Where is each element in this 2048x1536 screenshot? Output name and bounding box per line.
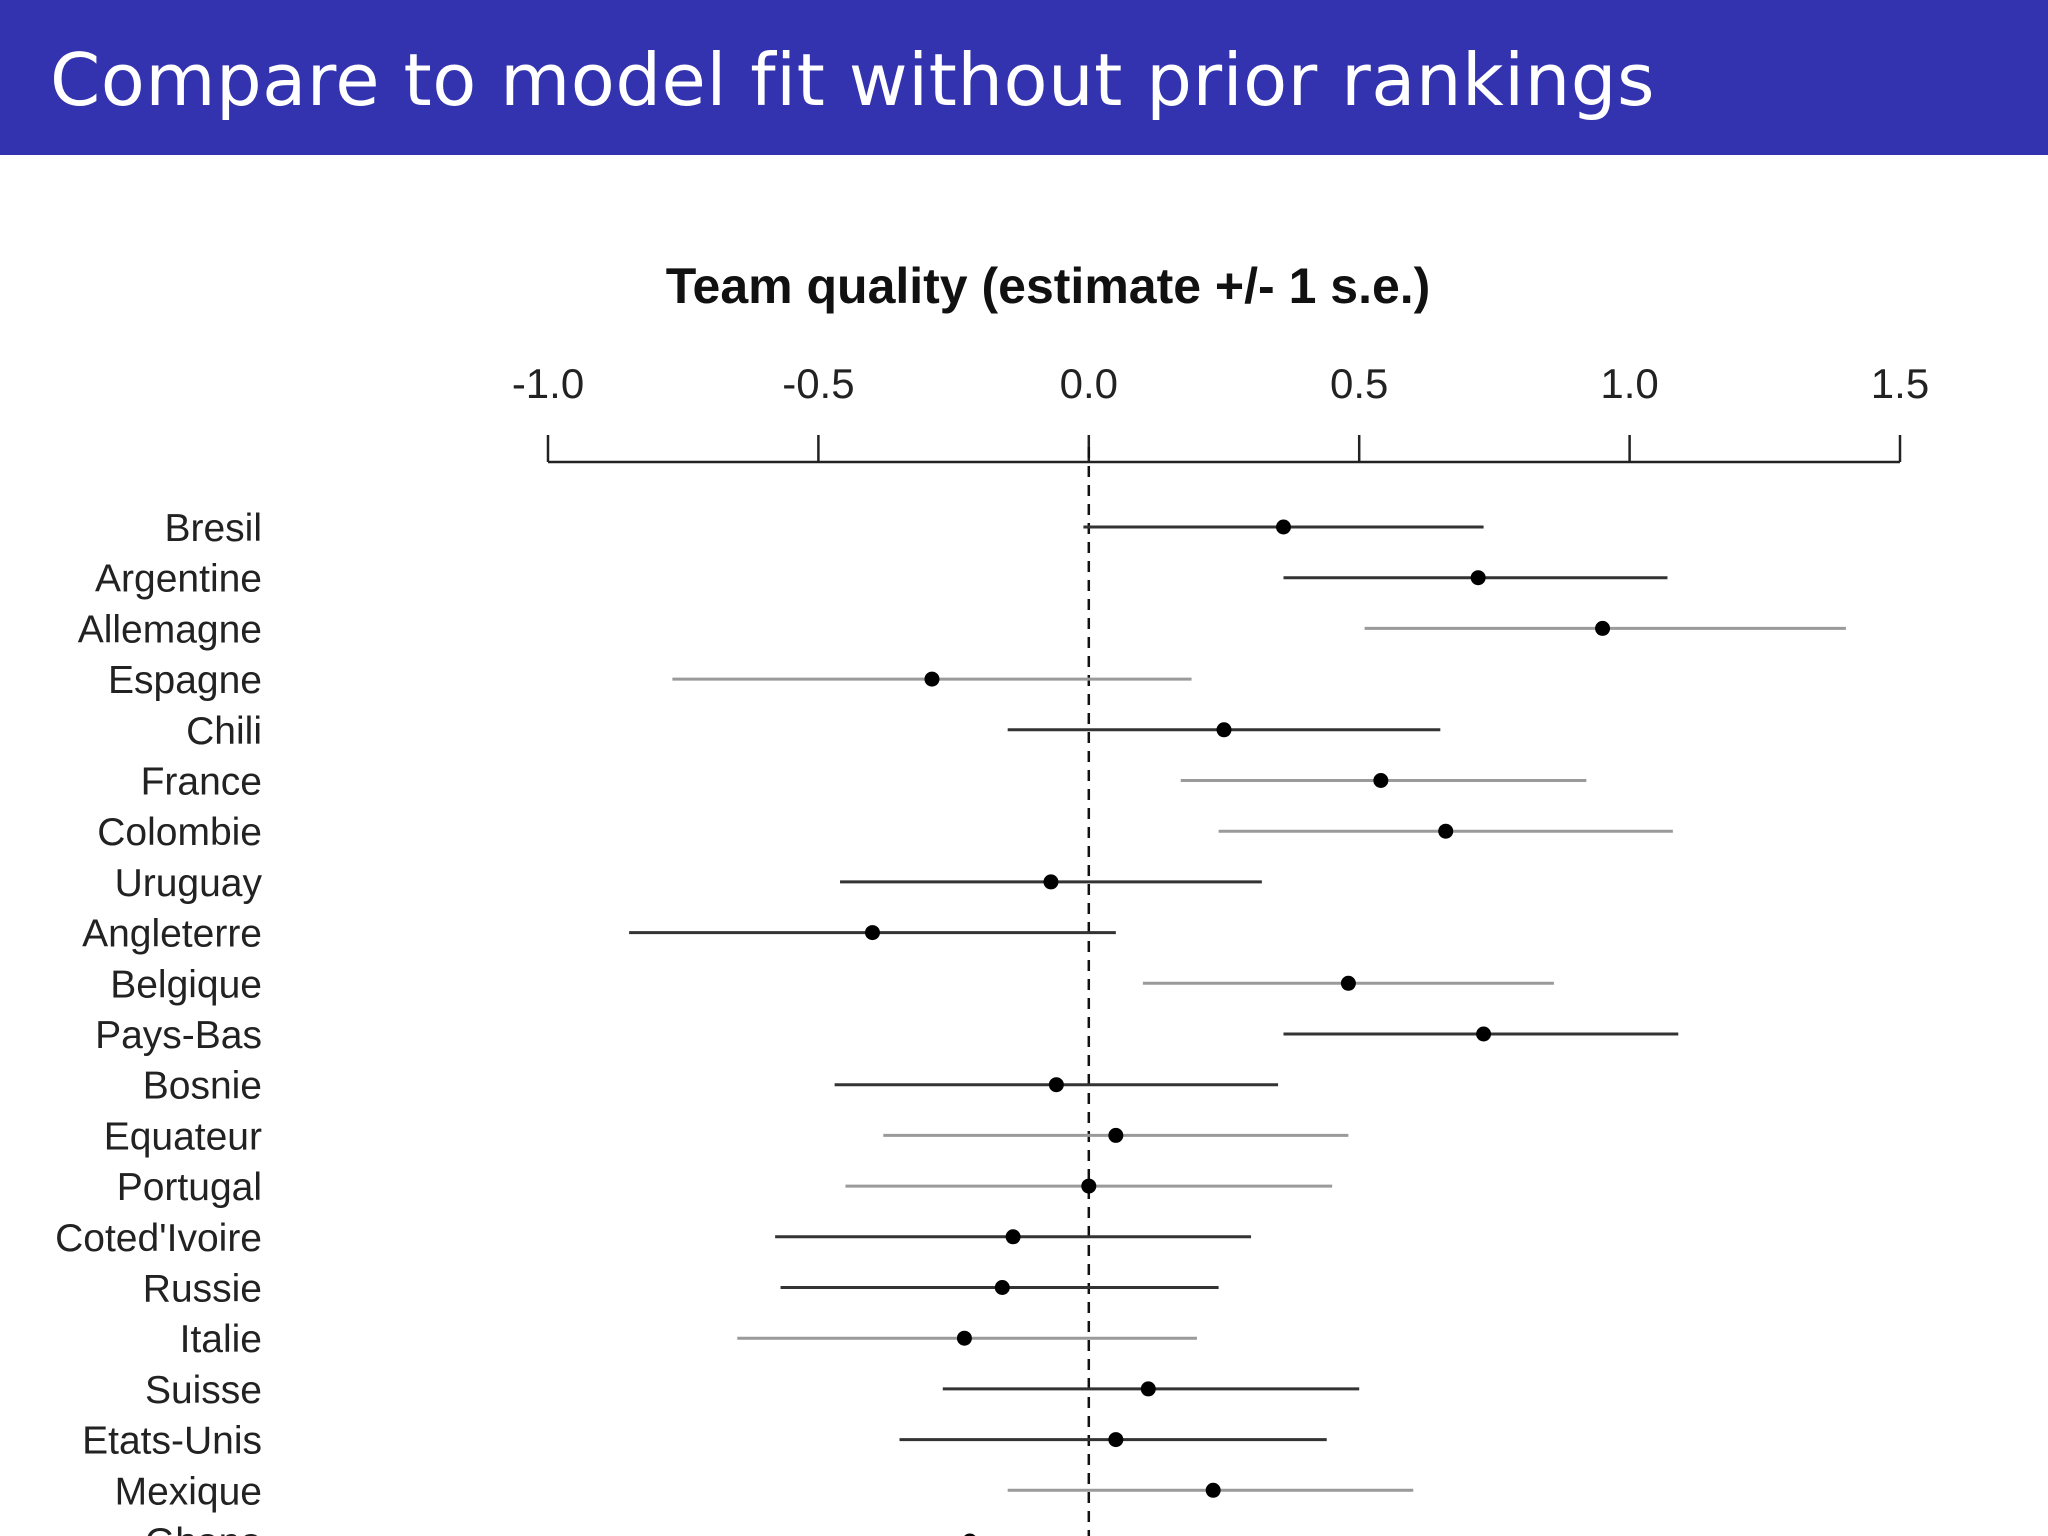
team-label: Espagne [108,659,262,702]
team-row: Equateur [104,1115,1349,1158]
estimate-point [1048,1077,1064,1093]
estimate-point [1205,1482,1221,1498]
team-label: Bresil [164,507,262,550]
estimate-point [1043,874,1059,890]
team-label: Etats-Unis [82,1420,262,1463]
team-label: Equateur [104,1115,262,1158]
team-row: Uruguay [115,862,1262,905]
chart-title: Team quality (estimate +/- 1 s.e.) [666,258,1431,314]
estimate-point [924,671,940,687]
team-row: Chili [186,710,1441,753]
team-row: Portugal [117,1166,1333,1209]
team-row: Colombie [97,811,1673,854]
team-row: Mexique [115,1470,1414,1513]
x-tick-label: -1.0 [512,360,584,407]
team-row: France [141,761,1587,804]
estimate-point [1081,1178,1097,1194]
team-row: Pays-Bas [95,1014,1679,1057]
team-row: Belgique [110,963,1554,1006]
x-tick-label: 1.5 [1871,360,1929,407]
team-label: Chili [186,710,262,753]
team-row: Angleterre [82,913,1116,956]
estimate-point [1438,823,1454,839]
team-label: Angleterre [82,913,262,956]
team-label: Colombie [97,811,262,854]
x-axis: -1.0 -0.5 0.0 0.5 1.0 1.5 [512,360,1929,464]
estimate-point [1275,519,1291,535]
team-label: Russie [143,1268,262,1311]
team-label: Suisse [145,1369,262,1412]
team-row: Argentine [95,558,1668,601]
team-label: Portugal [117,1166,262,1209]
estimate-point [1005,1229,1021,1245]
team-label: Allemagne [78,608,262,651]
slide-title: Compare to model fit without prior ranki… [50,38,1656,122]
x-tick-label: 0.5 [1330,360,1388,407]
x-tick-label: 0.0 [1060,360,1118,407]
estimate-point [1595,620,1611,636]
team-quality-chart: Team quality (estimate +/- 1 s.e.) -1.0-… [55,258,1929,1536]
estimate-point [1373,773,1389,788]
team-row: Espagne [108,659,1192,702]
team-label: Uruguay [115,862,263,905]
x-tick-label: -0.5 [782,360,854,407]
estimate-point [1340,975,1356,991]
team-row: Suisse [145,1369,1360,1412]
team-row: Ghana [145,1521,976,1536]
team-label: Pays-Bas [95,1014,262,1057]
estimate-point [864,925,880,941]
estimate-point [1216,722,1232,738]
team-label: Belgique [110,963,262,1006]
team-label: Mexique [115,1470,262,1513]
team-label: Coted'Ivoire [55,1217,262,1260]
team-label: Ghana [145,1521,262,1536]
team-row: Etats-Unis [82,1420,1327,1463]
estimate-point [1476,1026,1492,1042]
team-row: Coted'Ivoire [55,1217,1252,1260]
estimate-point [994,1280,1010,1295]
team-row: Italie [180,1318,1197,1361]
team-row: Allemagne [78,608,1846,651]
team-label: France [141,761,262,804]
team-label: Argentine [95,558,262,601]
team-label: Italie [180,1318,262,1361]
team-rows: Bresil Argentine Allemagne Espagne Chili Fran… [55,507,1846,1536]
estimate-point [1140,1381,1156,1397]
estimate-point [1470,570,1486,586]
estimate-point [1108,1127,1124,1143]
estimate-point [1108,1432,1124,1448]
team-label: Bosnie [143,1065,262,1108]
team-row: Bresil [164,507,1484,550]
estimate-point [964,1533,976,1536]
team-row: Russie [143,1268,1219,1311]
team-row: Bosnie [143,1065,1279,1108]
slide-title-bar: Compare to model fit without prior ranki… [0,0,2048,155]
estimate-point [956,1330,972,1346]
x-tick-label: 1.0 [1600,360,1658,407]
